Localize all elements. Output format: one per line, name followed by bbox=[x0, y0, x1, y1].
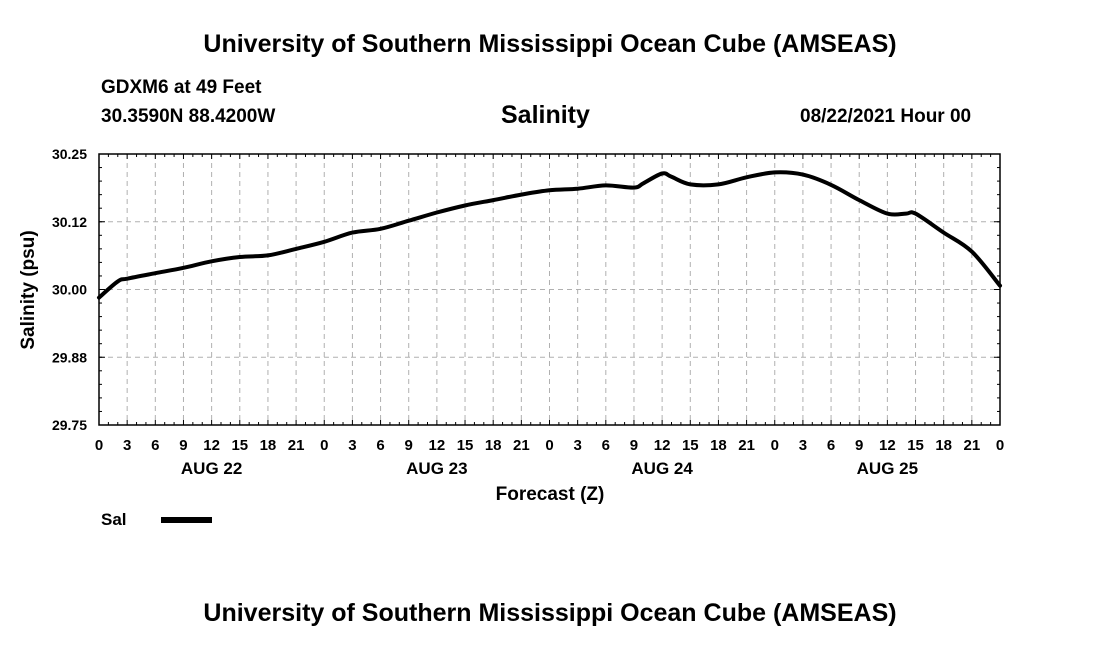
salinity-series-line bbox=[97, 170, 1002, 300]
x-tick-label: 0 bbox=[771, 437, 779, 454]
x-tick-label: 0 bbox=[545, 437, 553, 454]
y-tick-labels: 30.25 30.12 30.00 29.88 29.75 bbox=[52, 146, 87, 433]
day-label: AUG 24 bbox=[631, 459, 693, 478]
y-tick-label: 30.25 bbox=[52, 146, 87, 162]
y-axis-title: Salinity (psu) bbox=[18, 230, 39, 349]
x-tick-label: 0 bbox=[320, 437, 328, 454]
station-label: GDXM6 at 49 Feet bbox=[101, 77, 262, 98]
x-tick-label: 12 bbox=[203, 437, 220, 454]
x-tick-label: 6 bbox=[376, 437, 384, 454]
x-tick-label: 21 bbox=[738, 437, 755, 454]
x-tick-label: 6 bbox=[151, 437, 159, 454]
x-tick-label: 18 bbox=[710, 437, 727, 454]
valid-time: 08/22/2021 Hour 00 bbox=[800, 106, 972, 127]
x-tick-label: 15 bbox=[231, 437, 248, 454]
x-tick-label: 12 bbox=[879, 437, 896, 454]
x-tick-label: 9 bbox=[179, 437, 187, 454]
x-tick-labels: 0 3 6 9 12 15 18 21 0 3 6 9 12 15 18 21 0 3 6 9 12 15 18 21 0 3 6 9… bbox=[95, 437, 1004, 454]
x-tick-label: 12 bbox=[654, 437, 671, 454]
legend: Sal bbox=[101, 510, 212, 529]
day-label: AUG 23 bbox=[406, 459, 467, 478]
day-label: AUG 25 bbox=[857, 459, 918, 478]
axis-ticks bbox=[98, 153, 1001, 426]
x-tick-label: 15 bbox=[457, 437, 474, 454]
x-tick-label: 21 bbox=[288, 437, 305, 454]
day-labels: AUG 22 AUG 23 AUG 24 AUG 25 bbox=[181, 459, 918, 478]
x-tick-label: 0 bbox=[95, 437, 103, 454]
x-tick-label: 9 bbox=[630, 437, 638, 454]
x-tick-label: 21 bbox=[513, 437, 530, 454]
y-tick-label: 29.88 bbox=[52, 349, 87, 365]
legend-label: Sal bbox=[101, 510, 127, 529]
x-tick-label: 18 bbox=[485, 437, 502, 454]
y-tick-label: 30.12 bbox=[52, 214, 87, 230]
day-label: AUG 22 bbox=[181, 459, 242, 478]
x-tick-label: 3 bbox=[573, 437, 581, 454]
footer-title: University of Southern Mississippi Ocean… bbox=[203, 599, 897, 627]
x-tick-label: 6 bbox=[827, 437, 835, 454]
x-tick-label: 9 bbox=[855, 437, 863, 454]
x-tick-label: 6 bbox=[602, 437, 610, 454]
x-tick-label: 9 bbox=[405, 437, 413, 454]
y-tick-label: 30.00 bbox=[52, 282, 87, 298]
station-coordinates: 30.3590N 88.4200W bbox=[101, 106, 276, 127]
x-tick-label: 18 bbox=[935, 437, 952, 454]
x-tick-label: 3 bbox=[123, 437, 131, 454]
page-title: University of Southern Mississippi Ocean… bbox=[203, 30, 897, 58]
x-tick-label: 15 bbox=[907, 437, 924, 454]
grid bbox=[99, 154, 1000, 425]
x-tick-label: 0 bbox=[996, 437, 1004, 454]
x-tick-label: 12 bbox=[429, 437, 446, 454]
x-tick-label: 18 bbox=[260, 437, 277, 454]
x-axis-title: Forecast (Z) bbox=[496, 484, 605, 505]
x-tick-label: 21 bbox=[964, 437, 981, 454]
x-tick-label: 3 bbox=[348, 437, 356, 454]
chart-title: Salinity bbox=[501, 101, 590, 129]
x-tick-label: 3 bbox=[799, 437, 807, 454]
x-tick-label: 15 bbox=[682, 437, 699, 454]
y-tick-label: 29.75 bbox=[52, 417, 87, 433]
